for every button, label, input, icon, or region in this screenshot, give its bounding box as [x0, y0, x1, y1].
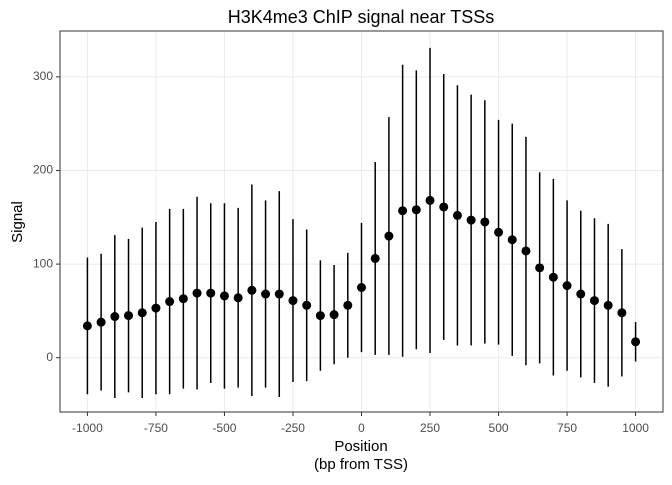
point — [329, 310, 339, 320]
point — [452, 210, 462, 220]
point — [302, 300, 312, 310]
point — [439, 202, 449, 212]
point — [261, 289, 271, 299]
x-tick-label: -250 — [281, 421, 305, 435]
point — [357, 282, 366, 292]
x-tick-label: 500 — [489, 421, 509, 435]
point — [219, 291, 229, 301]
point — [576, 289, 586, 299]
point — [233, 293, 243, 303]
point — [562, 281, 572, 291]
point — [137, 308, 147, 318]
point — [178, 294, 188, 304]
point — [494, 227, 504, 237]
point — [151, 303, 161, 313]
y-tick-label: 100 — [33, 256, 53, 270]
point — [96, 317, 106, 327]
chart-title: H3K4me3 ChIP signal near TSSs — [228, 7, 494, 27]
point — [384, 231, 394, 241]
point — [165, 297, 175, 307]
point — [398, 206, 408, 216]
point — [466, 215, 476, 225]
x-axis-label: Position — [334, 438, 387, 455]
point — [425, 195, 435, 205]
x-tick-label: 750 — [557, 421, 577, 435]
point — [521, 246, 531, 256]
x-tick-label: -750 — [144, 421, 168, 435]
point — [206, 288, 216, 298]
y-axis-label: Signal — [9, 201, 26, 243]
x-tick-label: 250 — [420, 421, 440, 435]
x-tick-label: 1000 — [622, 421, 649, 435]
x-tick-label: 0 — [358, 421, 365, 435]
x-tick-label: -1000 — [72, 421, 103, 435]
point — [480, 217, 490, 227]
y-tick-label: 0 — [46, 350, 53, 364]
point — [507, 235, 517, 245]
y-tick-label: 300 — [33, 69, 53, 83]
point — [589, 296, 599, 306]
point — [288, 296, 298, 306]
point — [535, 263, 545, 273]
point — [124, 311, 134, 321]
point — [411, 205, 421, 215]
point — [370, 253, 380, 263]
point — [548, 272, 558, 282]
point — [631, 337, 641, 347]
y-tick-label: 200 — [33, 163, 53, 177]
point — [617, 308, 627, 318]
point — [247, 285, 257, 295]
point — [343, 300, 353, 310]
point — [82, 321, 92, 331]
point — [603, 300, 613, 310]
point — [110, 312, 120, 322]
point — [192, 288, 202, 298]
plot-border — [59, 30, 664, 413]
x-tick-label: -500 — [212, 421, 236, 435]
point — [315, 311, 325, 321]
x-axis-label: (bp from TSS) — [314, 456, 408, 473]
point — [274, 289, 284, 299]
